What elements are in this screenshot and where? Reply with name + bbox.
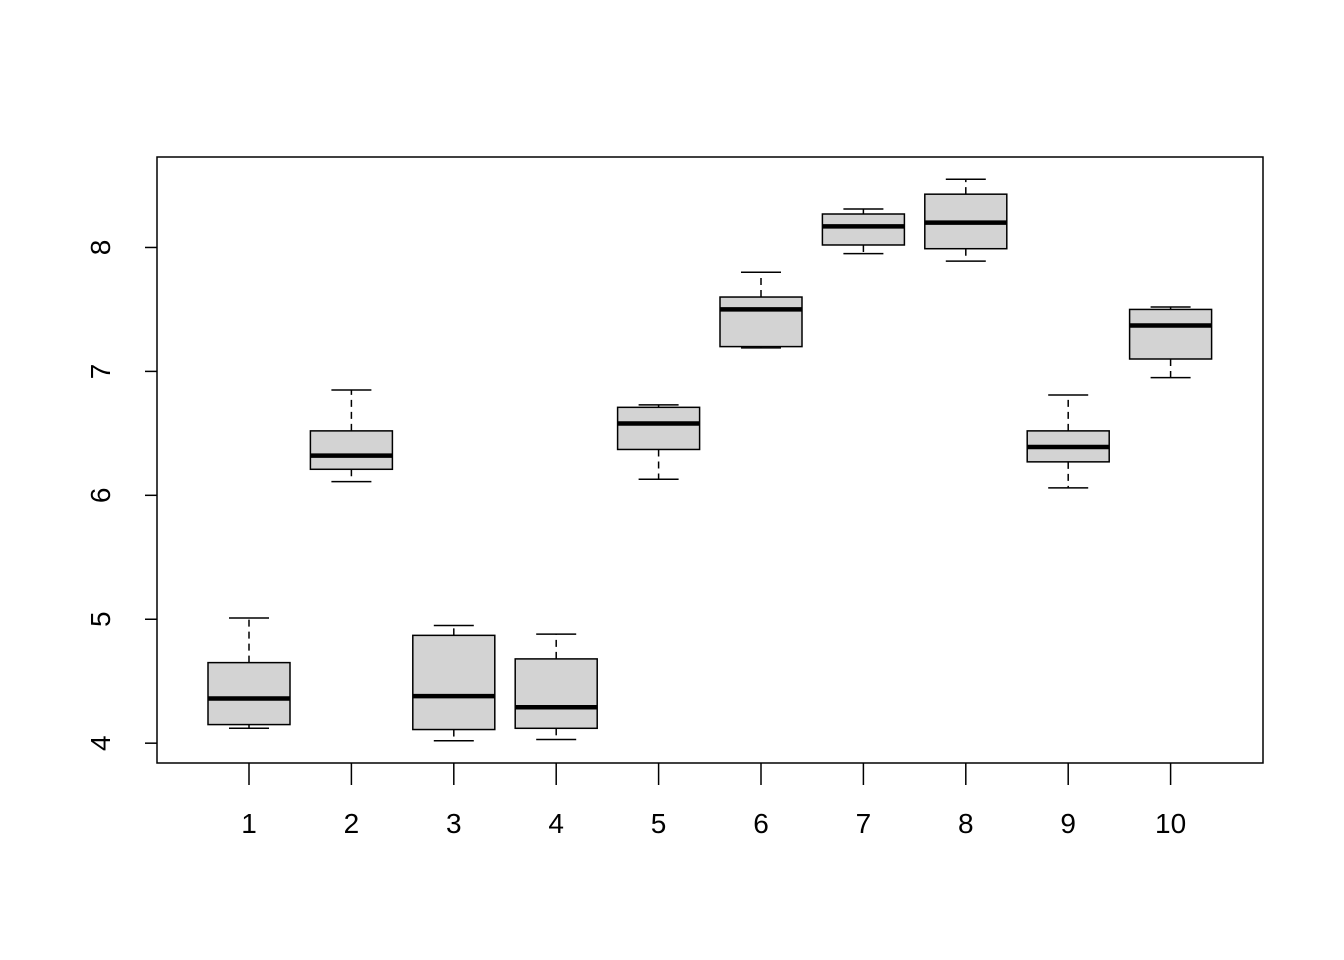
y-tick-label: 5	[85, 611, 116, 627]
box-6	[719, 271, 803, 349]
box-4	[514, 633, 598, 741]
box-3	[412, 624, 496, 742]
plot-frame	[156, 156, 1264, 764]
iqr-box	[309, 430, 394, 471]
iqr-box	[207, 661, 291, 726]
box-5	[616, 404, 701, 480]
box-10	[1128, 306, 1213, 379]
y-tick-label: 8	[85, 240, 116, 256]
iqr-box	[821, 213, 906, 246]
iqr-box	[719, 296, 803, 348]
x-tick-label: 1	[241, 808, 257, 839]
box-7	[821, 208, 906, 255]
box-1	[207, 617, 291, 730]
x-axis: 1 2 3 4 5 6 7 8 9 10	[241, 763, 1186, 839]
box-2	[309, 389, 394, 483]
iqr-box	[412, 634, 496, 731]
y-tick-label: 4	[85, 735, 116, 751]
x-tick-label: 10	[1155, 808, 1186, 839]
x-tick-label: 4	[548, 808, 564, 839]
x-tick-label: 7	[856, 808, 872, 839]
x-tick-label: 2	[344, 808, 360, 839]
boxes-group	[207, 178, 1213, 742]
x-tick-label: 8	[958, 808, 974, 839]
y-tick-label: 6	[85, 488, 116, 504]
x-tick-label: 6	[753, 808, 769, 839]
y-axis: 4 5 6 7 8	[85, 240, 157, 751]
iqr-box	[1128, 308, 1213, 360]
box-8	[924, 178, 1008, 262]
box-9	[1026, 394, 1110, 489]
x-tick-label: 5	[651, 808, 667, 839]
iqr-box	[616, 406, 701, 451]
x-tick-label: 3	[446, 808, 462, 839]
iqr-box	[514, 658, 598, 730]
x-tick-label: 9	[1060, 808, 1076, 839]
y-tick-label: 7	[85, 364, 116, 380]
